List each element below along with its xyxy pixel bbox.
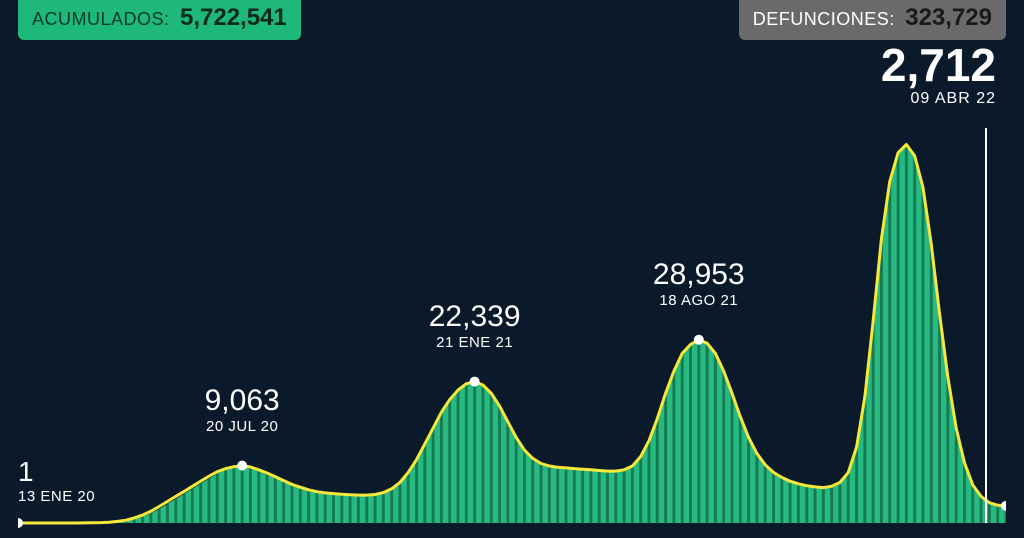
- current-value-box: 2,712 09 ABR 22: [881, 42, 996, 108]
- defunciones-box: DEFUNCIONES: 323,729: [739, 0, 1006, 40]
- peak-date: 21 ENE 21: [429, 334, 521, 351]
- top-stats-bar: ACUMULADOS: 5,722,541 DEFUNCIONES: 323,7…: [0, 0, 1024, 40]
- chart-container: 113 ENE 209,06320 JUL 2022,33921 ENE 212…: [18, 128, 1006, 528]
- peak-marker: [470, 377, 480, 387]
- peak-date: 18 AGO 21: [653, 292, 745, 309]
- current-value: 2,712: [881, 42, 996, 88]
- peak-label: 9,063 20 JUL 20: [205, 386, 280, 435]
- current-date: 09 ABR 22: [881, 90, 996, 108]
- acumulados-value: 5,722,541: [180, 4, 287, 31]
- peak-label: 1 13 ENE 20: [18, 458, 95, 505]
- peak-label: 22,339 21 ENE 21: [429, 302, 521, 351]
- acumulados-label: ACUMULADOS:: [32, 9, 170, 29]
- peak-value: 22,339: [429, 302, 521, 332]
- peak-value: 1: [18, 458, 95, 486]
- peak-marker: [18, 518, 23, 528]
- peak-value: 9,063: [205, 386, 280, 416]
- defunciones-value: 323,729: [905, 4, 992, 31]
- acumulados-box: ACUMULADOS: 5,722,541: [18, 0, 301, 40]
- peak-date: 20 JUL 20: [205, 418, 280, 435]
- peak-marker: [694, 335, 704, 345]
- peak-date: 13 ENE 20: [18, 488, 95, 505]
- peak-label: 28,953 18 AGO 21: [653, 260, 745, 309]
- defunciones-label: DEFUNCIONES:: [753, 9, 895, 29]
- peak-value: 28,953: [653, 260, 745, 290]
- peak-marker: [237, 461, 247, 471]
